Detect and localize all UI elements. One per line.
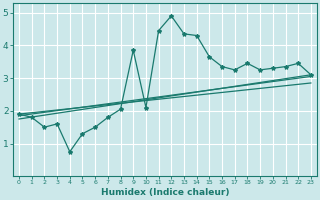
- X-axis label: Humidex (Indice chaleur): Humidex (Indice chaleur): [101, 188, 229, 197]
